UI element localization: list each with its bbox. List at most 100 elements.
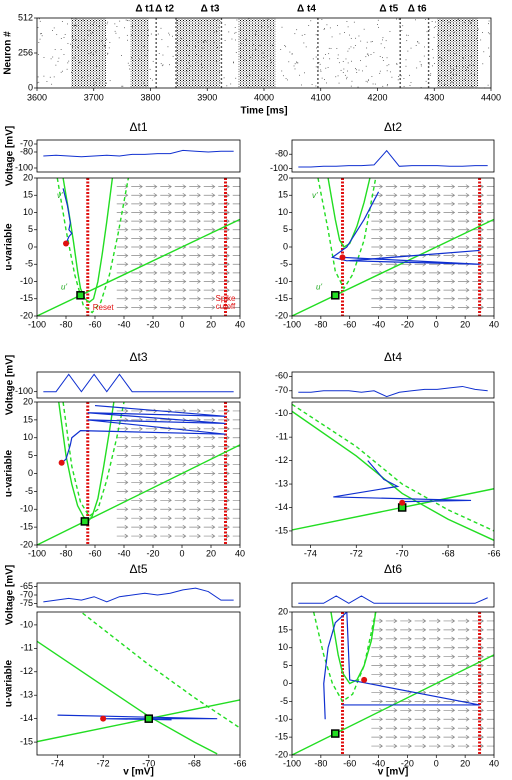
field-arrow [174, 218, 187, 224]
field-arrow [443, 244, 456, 250]
spike-dot [288, 61, 290, 63]
spike-dot [293, 65, 295, 67]
field-arrow [131, 453, 143, 458]
spike-dot [326, 82, 327, 84]
field-arrow [203, 210, 216, 215]
field-arrow [400, 708, 412, 713]
field-arrow [385, 681, 398, 686]
field-arrow [189, 253, 201, 258]
field-arrow [131, 515, 143, 521]
field-arrow [116, 489, 129, 494]
field-arrow [443, 227, 456, 233]
field-arrow [145, 296, 158, 302]
field-arrow [443, 192, 456, 198]
field-arrow [486, 727, 494, 729]
field-arrow [414, 244, 427, 250]
field-arrow [443, 716, 456, 722]
y-tick-label: 5 [28, 450, 33, 460]
field-arrow [457, 287, 470, 293]
field-arrow [385, 184, 398, 189]
spike-dot [235, 31, 237, 33]
y-tick-label: 5 [283, 660, 288, 670]
spike-dot [398, 76, 400, 77]
y-tick-label: -5 [280, 696, 288, 706]
spike-dot [420, 65, 422, 67]
spike-dot [410, 47, 412, 49]
field-arrow [400, 627, 412, 633]
field-arrow [189, 244, 201, 250]
field-arrow [472, 236, 484, 241]
x-tick-label: 3900 [197, 92, 217, 102]
field-arrow [371, 279, 383, 284]
field-arrow [131, 471, 143, 476]
spike-dot [488, 47, 490, 49]
state-point [58, 459, 65, 466]
spike-dot [285, 78, 287, 80]
spike-dot [127, 20, 128, 21]
spike-dot [234, 27, 236, 28]
panel-title: Δt4 [384, 350, 402, 364]
spike-dot [128, 20, 130, 22]
field-arrow [218, 498, 230, 503]
field-arrow [414, 270, 427, 276]
field-arrow [116, 261, 129, 267]
spike-dot [310, 20, 312, 22]
spike-dot [363, 28, 365, 30]
field-arrow [486, 298, 494, 300]
spike-dot [407, 50, 409, 52]
y-tick-label: -20 [275, 749, 288, 759]
nullcline [37, 699, 240, 743]
spike-dot [234, 32, 236, 34]
spike-dot [418, 42, 420, 44]
spike-dot [345, 58, 347, 60]
spike-dot [294, 33, 296, 35]
spike-dot [315, 85, 317, 87]
spike-dot [106, 23, 108, 25]
y-tick-label: -75 [20, 598, 33, 608]
field-arrow [131, 498, 143, 503]
field-arrow [429, 672, 441, 677]
field-arrow [189, 305, 201, 310]
spike-dot [299, 74, 301, 76]
field-arrow [371, 201, 383, 207]
state-point [339, 254, 346, 261]
field-arrow [472, 244, 484, 250]
field-arrow [218, 210, 230, 215]
fixed-point [144, 714, 154, 723]
field-arrow [486, 674, 494, 675]
y-tick-label: -12 [20, 666, 33, 676]
field-arrow [472, 296, 484, 302]
field-arrow [145, 270, 158, 276]
y-tick-label: -15 [275, 525, 288, 535]
field-arrow [145, 462, 158, 467]
field-arrow [414, 305, 427, 310]
y-axis-label: u-variable [4, 449, 15, 497]
spike-dot [344, 74, 346, 76]
y-tick-label: -14 [275, 502, 288, 512]
field-arrow [400, 725, 412, 731]
x-tick-label: 40 [235, 319, 245, 329]
field-arrow [218, 192, 230, 198]
field-arrow [189, 296, 201, 302]
field-arrow [131, 296, 143, 302]
field-arrow [203, 435, 216, 441]
vector-field [116, 408, 240, 539]
field-arrow [174, 515, 187, 521]
spike-dot [152, 60, 154, 62]
spike-dot [365, 65, 367, 67]
y-tick-label: 15 [278, 190, 288, 200]
panel-title: Δt2 [384, 120, 402, 134]
field-arrow [203, 453, 216, 458]
field-arrow [174, 498, 187, 503]
spike-dot [63, 54, 65, 55]
y-tick-label: -60 [275, 371, 288, 381]
field-arrow [443, 287, 456, 293]
field-arrow [385, 279, 398, 284]
field-arrow [218, 506, 230, 512]
field-arrow [203, 192, 216, 198]
x-axis-label: v [mV] [378, 767, 409, 778]
spike-dot [114, 30, 116, 32]
field-arrow [116, 462, 129, 467]
x-tick-label: 40 [489, 758, 499, 768]
y-tick-label: -13 [20, 690, 33, 700]
